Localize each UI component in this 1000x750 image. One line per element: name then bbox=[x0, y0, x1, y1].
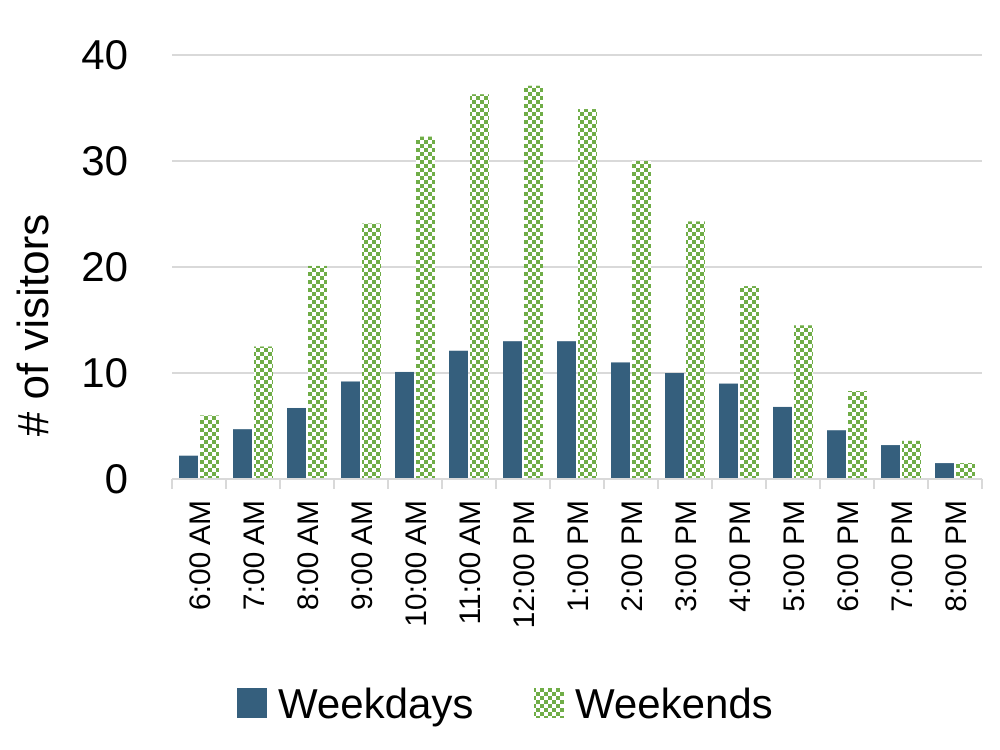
y-tick-label: 30 bbox=[81, 137, 128, 184]
bar-weekends bbox=[632, 161, 651, 479]
bar-weekdays bbox=[935, 463, 954, 479]
y-tick-label: 10 bbox=[81, 349, 128, 396]
bar-weekends bbox=[254, 346, 273, 479]
x-tick-label: 7:00 AM bbox=[238, 500, 271, 610]
bars bbox=[179, 85, 975, 480]
x-tick-label: 7:00 PM bbox=[886, 500, 919, 612]
bar-weekends bbox=[524, 85, 543, 480]
legend-swatch-weekends bbox=[534, 688, 564, 718]
x-tick-label: 2:00 PM bbox=[616, 500, 649, 612]
gridlines bbox=[172, 54, 982, 374]
legend-label-weekends: Weekends bbox=[575, 680, 773, 727]
y-tick-label: 20 bbox=[81, 243, 128, 290]
bar-weekdays bbox=[233, 429, 252, 479]
bar-weekdays bbox=[773, 406, 792, 479]
x-tick-label: 10:00 AM bbox=[400, 500, 433, 627]
bar-weekdays bbox=[287, 407, 306, 479]
bar-weekdays bbox=[395, 371, 414, 479]
bar-weekends bbox=[362, 223, 381, 479]
bar-weekends bbox=[956, 463, 975, 479]
bar-weekends bbox=[794, 325, 813, 479]
x-tick-label: 9:00 AM bbox=[346, 500, 379, 610]
legend-label-weekdays: Weekdays bbox=[278, 680, 473, 727]
bar-weekends bbox=[308, 265, 327, 479]
x-axis bbox=[171, 478, 983, 489]
x-tick-label: 8:00 AM bbox=[292, 500, 325, 610]
bar-weekdays bbox=[179, 455, 198, 479]
x-tick-label: 6:00 PM bbox=[832, 500, 865, 612]
bar-weekdays bbox=[503, 341, 522, 479]
y-tick-label: 0 bbox=[105, 455, 128, 502]
bar-weekdays bbox=[881, 445, 900, 479]
y-tick-label: 40 bbox=[81, 31, 128, 78]
x-axis-ticks: 6:00 AM 7:00 AM 8:00 AM 9:00 AM 10:00 AM 11:0… bbox=[184, 500, 973, 628]
bar-weekends bbox=[686, 221, 705, 480]
bar-weekends bbox=[740, 286, 759, 479]
y-axis-ticks: 0 10 20 30 40 bbox=[81, 31, 128, 502]
x-tick-label: 12:00 PM bbox=[508, 500, 541, 628]
bar-weekdays bbox=[719, 383, 738, 479]
bar-weekends bbox=[578, 109, 597, 479]
bar-weekdays bbox=[449, 350, 468, 479]
x-tick-label: 5:00 PM bbox=[778, 500, 811, 612]
bar-weekdays bbox=[341, 381, 360, 479]
legend: Weekdays Weekends bbox=[237, 680, 773, 727]
bar-weekends bbox=[902, 440, 921, 479]
bar-weekends bbox=[470, 94, 489, 479]
bar-weekends bbox=[848, 391, 867, 479]
bar-weekends bbox=[416, 136, 435, 479]
legend-swatch-weekdays bbox=[237, 688, 267, 718]
bar-weekdays bbox=[557, 341, 576, 479]
x-tick-label: 1:00 PM bbox=[562, 500, 595, 612]
bar-weekdays bbox=[611, 362, 630, 479]
x-tick-label: 8:00 PM bbox=[940, 500, 973, 612]
x-tick-label: 4:00 PM bbox=[724, 500, 757, 612]
bar-weekends bbox=[200, 415, 219, 479]
x-tick-label: 11:00 AM bbox=[454, 500, 487, 625]
x-tick-label: 3:00 PM bbox=[670, 500, 703, 612]
y-axis-label: # of visitors bbox=[9, 214, 58, 437]
bar-weekdays bbox=[827, 430, 846, 479]
bar-weekdays bbox=[665, 373, 684, 479]
x-tick-label: 6:00 AM bbox=[184, 500, 217, 610]
